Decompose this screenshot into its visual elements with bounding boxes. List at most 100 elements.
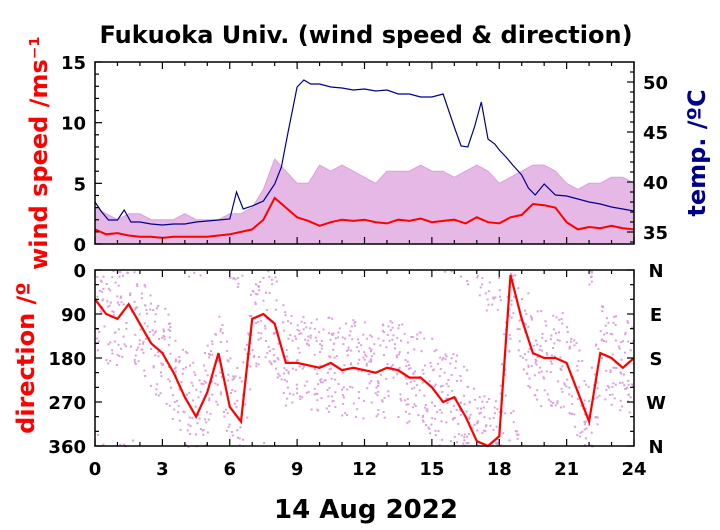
direction-dot: [344, 412, 347, 415]
direction-dot: [558, 331, 561, 334]
direction-dot: [389, 320, 392, 323]
speed-series: [94, 196, 635, 239]
direction-dot: [204, 418, 206, 421]
direction-dot: [167, 328, 170, 331]
direction-dot: [236, 429, 239, 432]
direction-dot: [191, 417, 194, 420]
direction-dot: [316, 372, 319, 375]
direction-dot: [168, 366, 170, 368]
gust-series: [94, 158, 635, 245]
direction-dot: [268, 292, 271, 295]
direction-dot: [581, 430, 584, 433]
direction-dot: [404, 376, 407, 378]
direction-dot: [473, 424, 476, 426]
direction-dot: [518, 319, 521, 322]
direction-dot: [600, 339, 603, 342]
direction-dot: [449, 410, 452, 413]
direction-dot: [366, 387, 369, 390]
direction-dot: [466, 280, 469, 282]
direction-dot: [152, 309, 155, 312]
direction-dot: [377, 413, 380, 416]
direction-dot: [296, 324, 299, 327]
direction-dot: [509, 337, 512, 340]
direction-dot: [583, 413, 586, 416]
direction-dot: [583, 380, 586, 383]
direction-dot: [206, 374, 209, 377]
direction-dot: [345, 349, 348, 352]
direction-dot: [136, 283, 139, 286]
direction-dot: [419, 331, 422, 334]
direction-dot: [516, 437, 519, 440]
top-y2label: temp. /ºC: [683, 89, 711, 216]
direction-dot: [157, 394, 160, 397]
direction-dot: [208, 399, 211, 402]
direction-dot: [585, 383, 588, 386]
direction-dot: [226, 340, 228, 343]
direction-dot: [527, 350, 530, 353]
direction-dot: [234, 375, 237, 378]
direction-dot: [504, 373, 507, 376]
direction-dot: [113, 340, 116, 343]
direction-dot: [328, 386, 331, 389]
direction-dot: [504, 368, 507, 371]
direction-dot: [433, 350, 436, 353]
direction-dot: [363, 358, 366, 361]
direction-dot: [317, 383, 319, 386]
direction-dot: [421, 369, 424, 372]
direction-dot: [409, 367, 412, 370]
direction-dot: [560, 318, 563, 320]
direction-dot: [341, 336, 344, 339]
direction-dot: [216, 383, 219, 386]
direction-dot: [169, 380, 171, 383]
direction-dot: [134, 306, 137, 309]
direction-dot: [167, 313, 170, 316]
direction-dot: [583, 421, 586, 423]
direction-dot: [206, 431, 209, 434]
direction-dot: [298, 365, 301, 368]
direction-dot: [116, 295, 119, 298]
direction-dot: [454, 367, 457, 370]
direction-dot: [217, 359, 220, 362]
direction-dot: [375, 415, 378, 418]
direction-dot: [265, 340, 267, 342]
direction-dot: [545, 352, 548, 355]
direction-dot: [299, 398, 302, 401]
direction-dot: [211, 343, 214, 346]
direction-dot: [342, 343, 345, 346]
direction-dot: [506, 295, 509, 298]
direction-dot: [545, 370, 548, 373]
direction-dot: [627, 383, 630, 386]
direction-dot: [423, 394, 426, 397]
direction-dot: [409, 381, 412, 384]
direction-dot: [381, 400, 384, 403]
direction-dot: [189, 433, 192, 435]
direction-dot: [447, 385, 450, 388]
direction-dot: [437, 362, 439, 365]
direction-dot: [137, 360, 140, 363]
direction-dot: [167, 322, 170, 325]
direction-dot: [331, 395, 334, 398]
direction-dot: [552, 314, 555, 317]
direction-dot: [325, 407, 328, 410]
direction-dot: [346, 388, 349, 391]
direction-dot: [226, 349, 229, 352]
direction-dot: [143, 304, 146, 307]
direction-dot: [169, 326, 172, 329]
direction-dot: [527, 364, 530, 367]
direction-dot: [391, 321, 394, 324]
direction-dot: [482, 406, 485, 409]
direction-dot: [574, 425, 577, 428]
direction-dot: [559, 406, 562, 409]
direction-dot: [444, 353, 447, 356]
direction-dot: [247, 332, 250, 335]
direction-dot: [445, 355, 448, 358]
direction-dot: [192, 361, 195, 364]
direction-dot: [184, 444, 187, 446]
direction-dot: [376, 394, 379, 397]
direction-dot: [450, 270, 453, 273]
direction-dot: [251, 349, 254, 351]
direction-dot: [256, 293, 259, 296]
direction-dot: [136, 306, 138, 309]
direction-dot: [544, 320, 547, 323]
direction-dot: [395, 354, 398, 357]
